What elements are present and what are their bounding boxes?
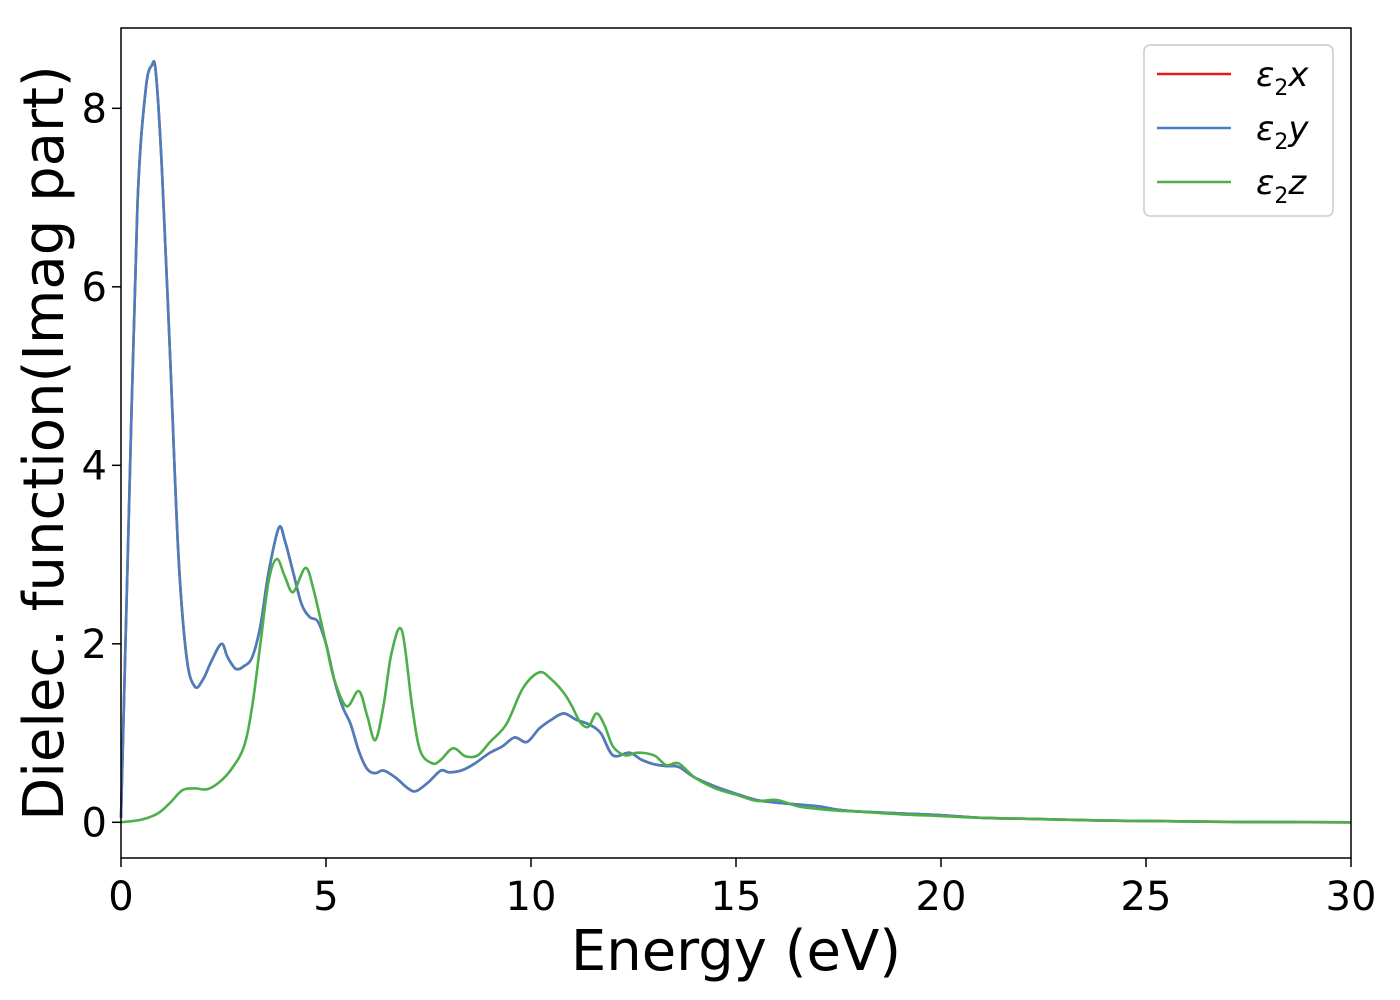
y-axis-label: Dielec. function(Imag part) [12, 65, 77, 821]
legend-label-y: ε2y [1256, 109, 1309, 155]
y-tick-label: 6 [82, 265, 107, 311]
series-line-y [119, 60, 1352, 824]
x-axis-label: Energy (eV) [571, 919, 901, 984]
legend-box [1143, 44, 1334, 217]
series-layer [119, 60, 1352, 824]
y-tick-label: 0 [82, 800, 107, 846]
x-axis-ticks: 0 5 10 15 20 25 30 [108, 858, 1376, 920]
y-tick-label: 4 [82, 443, 107, 489]
x-tick-label: 20 [916, 874, 967, 920]
x-tick-label: 10 [506, 874, 557, 920]
series-line-z [120, 557, 1352, 824]
y-axis-ticks: 0 2 4 6 8 [82, 86, 121, 846]
x-tick-label: 0 [108, 874, 133, 920]
y-tick-label: 2 [82, 622, 107, 668]
legend-label-x: ε2x [1256, 55, 1309, 101]
y-tick-label: 8 [82, 86, 107, 132]
legend: ε2x ε2y ε2z [1143, 44, 1334, 217]
x-tick-label: 30 [1326, 874, 1377, 920]
x-tick-label: 5 [313, 874, 338, 920]
legend-label-z: ε2z [1256, 163, 1307, 209]
x-tick-label: 15 [711, 874, 762, 920]
x-tick-label: 25 [1121, 874, 1172, 920]
